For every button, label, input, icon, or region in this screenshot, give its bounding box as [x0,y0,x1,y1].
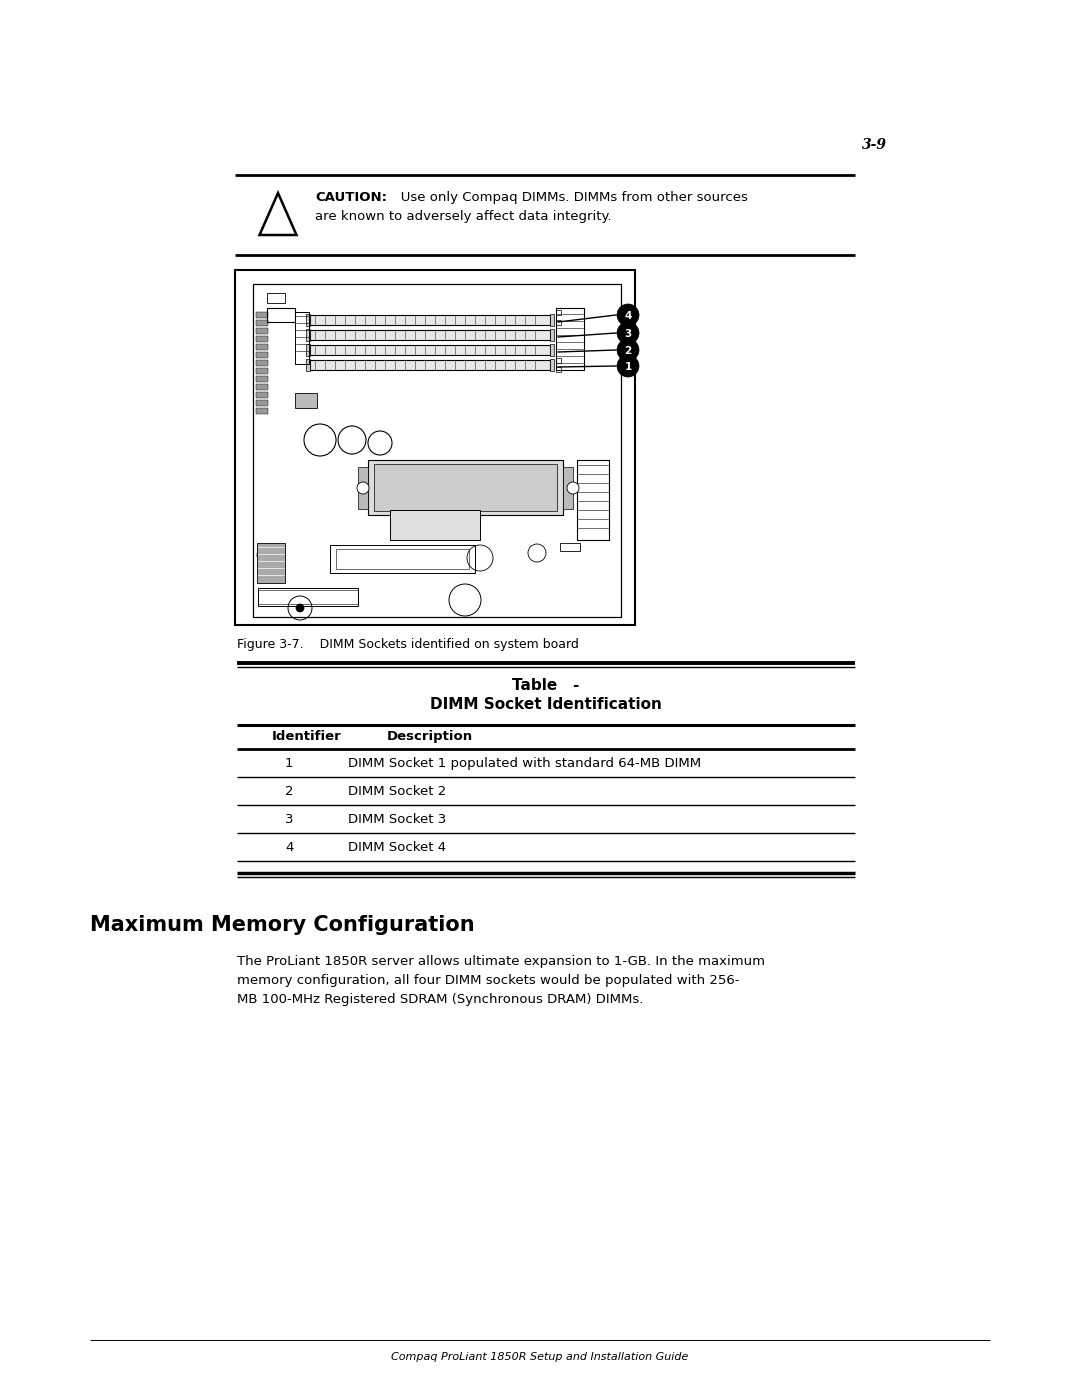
Text: DIMM Socket 2: DIMM Socket 2 [348,785,446,798]
Bar [556,310,561,314]
Text: 4: 4 [285,841,294,854]
Bar [563,467,573,509]
Bar [256,360,268,366]
Bar [550,344,554,356]
Text: DIMM Socket Identification: DIMM Socket Identification [430,697,662,712]
Bar [561,543,580,550]
Bar [256,384,268,390]
Bar [258,590,357,604]
Text: Description: Description [387,731,473,743]
Text: memory configuration, all four DIMM sockets would be populated with 256-: memory configuration, all four DIMM sock… [237,974,740,988]
Text: 3-9: 3-9 [862,138,887,152]
Bar [256,320,268,326]
Text: DIMM Socket 3: DIMM Socket 3 [348,813,446,826]
Bar [556,307,584,370]
Circle shape [357,482,369,495]
Text: The ProLiant 1850R server allows ultimate expansion to 1-GB. In the maximum: The ProLiant 1850R server allows ultimat… [237,956,765,968]
Text: are known to adversely affect data integrity.: are known to adversely affect data integ… [315,210,611,224]
Text: 2: 2 [285,785,294,798]
Circle shape [617,355,639,377]
Bar [258,588,357,606]
Bar [256,376,268,381]
Circle shape [296,604,303,612]
Text: MB 100-MHz Registered SDRAM (Synchronous DRAM) DIMMs.: MB 100-MHz Registered SDRAM (Synchronous… [237,993,644,1006]
Text: Table   -: Table - [512,678,580,693]
Bar [550,359,554,372]
Text: CAUTION:: CAUTION: [315,191,387,204]
Bar [357,467,368,509]
Bar [310,345,550,355]
Text: Compaq ProLiant 1850R Setup and Installation Guide: Compaq ProLiant 1850R Setup and Installa… [391,1352,689,1362]
Bar [256,393,268,398]
Circle shape [617,305,639,326]
Bar [295,393,318,408]
Bar [336,549,469,569]
Circle shape [617,321,639,344]
Bar [306,359,310,372]
Text: 2: 2 [624,346,632,356]
Bar [256,312,268,319]
Text: 1: 1 [285,757,294,770]
Bar [368,460,563,515]
Bar [256,328,268,334]
Bar [295,312,309,365]
Circle shape [617,339,639,360]
Text: Maximum Memory Configuration: Maximum Memory Configuration [90,915,474,935]
Bar [556,320,561,326]
Bar [556,358,561,363]
Text: 3: 3 [285,813,294,826]
Bar [330,545,475,573]
Bar [306,330,310,341]
Bar [256,408,268,414]
Bar [253,284,621,617]
Bar [374,464,557,511]
Bar [256,344,268,351]
Bar [306,344,310,356]
Bar [310,360,550,370]
Text: 4: 4 [624,312,632,321]
Bar [577,460,609,541]
Bar [310,330,550,339]
Text: Use only Compaq DIMMs. DIMMs from other sources: Use only Compaq DIMMs. DIMMs from other … [388,191,747,204]
Text: DIMM Socket 1 populated with standard 64-MB DIMM: DIMM Socket 1 populated with standard 64… [348,757,701,770]
Bar [235,270,635,624]
Text: 1: 1 [624,362,632,372]
Text: 3: 3 [624,330,632,339]
Text: DIMM Socket 4: DIMM Socket 4 [348,841,446,854]
Bar [550,314,554,326]
Bar [256,337,268,342]
Bar [556,367,561,372]
Bar [310,314,550,326]
Text: Figure 3-7.    DIMM Sockets identified on system board: Figure 3-7. DIMM Sockets identified on s… [237,638,579,651]
Bar [256,352,268,358]
Bar [257,543,285,583]
Bar [256,367,268,374]
Bar [267,307,295,321]
Bar [390,510,480,541]
Bar [306,314,310,326]
Text: Identifier: Identifier [272,731,341,743]
Circle shape [567,482,579,495]
Bar [267,293,285,303]
Bar [256,400,268,407]
Bar [550,330,554,341]
